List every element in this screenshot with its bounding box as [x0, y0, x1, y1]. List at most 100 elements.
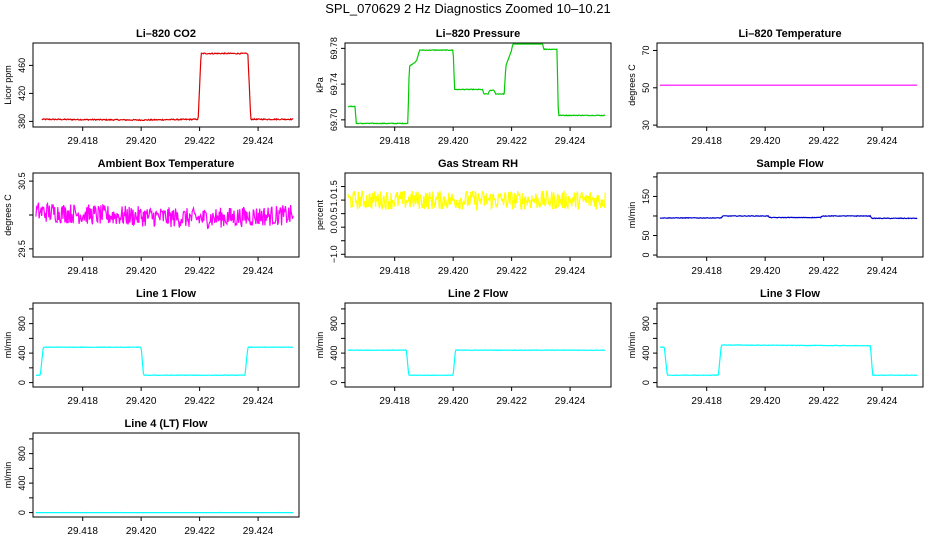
- panel-title: Sample Flow: [756, 158, 824, 170]
- panel-8: Line 2 Flow 29.418 29.420 29.422 29.424 0 400 8…: [315, 288, 612, 407]
- panel-2: Li–820 Pressure 29.418 29.420 29.422 29.424 6…: [315, 28, 612, 147]
- y-tick-label: 30.5: [17, 172, 27, 190]
- plot-frame: [344, 302, 612, 388]
- x-tick-label: 29.424: [243, 396, 274, 407]
- y-tick-label: 0.5: [329, 207, 339, 220]
- panel-3: Li–820 Temperature 29.418 29.420 29.422 29.4…: [627, 28, 924, 147]
- x-tick-label: 29.424: [243, 526, 274, 537]
- x-tick-label: 29.420: [438, 266, 469, 277]
- series-line: [659, 214, 918, 220]
- y-axis-label: degrees C: [627, 64, 637, 106]
- x-tick-label: 29.420: [438, 136, 469, 147]
- y-axis-label: ml/min: [627, 332, 637, 359]
- x-tick-label: 29.424: [243, 266, 274, 277]
- x-tick-label: 29.420: [750, 266, 781, 277]
- panel-title: Line 3 Flow: [760, 288, 820, 300]
- plot-frame: [32, 432, 300, 518]
- x-tick-label: 29.422: [184, 266, 215, 277]
- x-tick-label: 29.422: [808, 266, 839, 277]
- figure-title: SPL_070629 2 Hz Diagnostics Zoomed 10–10…: [325, 1, 611, 16]
- panel-title: Li–820 Pressure: [436, 28, 520, 40]
- y-tick-label: −1.0: [329, 245, 339, 263]
- x-tick-label: 29.422: [808, 396, 839, 407]
- y-tick-label: 69.74: [329, 73, 339, 96]
- plot-frame: [656, 42, 924, 128]
- x-tick-label: 29.418: [379, 136, 410, 147]
- y-axis-label: percent: [315, 199, 325, 230]
- series-line: [41, 52, 294, 122]
- y-tick-label: 400: [641, 346, 651, 361]
- y-tick-label: 0: [641, 253, 651, 258]
- y-tick-label: 50: [641, 231, 651, 241]
- y-tick-label: 400: [329, 346, 339, 361]
- x-tick-label: 29.418: [379, 396, 410, 407]
- x-tick-label: 29.418: [379, 266, 410, 277]
- series-line: [35, 201, 294, 230]
- x-tick-label: 29.422: [496, 266, 527, 277]
- panel-5: Gas Stream RH 29.418 29.420 29.422 29.424 −1.…: [315, 158, 612, 277]
- series-line: [35, 346, 294, 377]
- y-tick-label: 420: [17, 86, 27, 101]
- series-line: [347, 349, 606, 377]
- x-tick-label: 29.420: [750, 396, 781, 407]
- y-tick-label: 150: [641, 189, 651, 204]
- panel-1: Li–820 CO2 29.418 29.420 29.422 29.424 380 420…: [3, 28, 300, 147]
- x-tick-label: 29.418: [67, 526, 98, 537]
- y-tick-label: 30: [641, 120, 651, 130]
- y-tick-label: 70: [641, 45, 651, 55]
- panel-title: Li–820 CO2: [136, 28, 196, 40]
- y-tick-label: 400: [17, 346, 27, 361]
- series-line: [347, 189, 606, 212]
- x-tick-label: 29.422: [496, 396, 527, 407]
- y-tick-label: 1.5: [329, 180, 339, 193]
- plot-frame: [656, 302, 924, 388]
- panel-7: Line 1 Flow 29.418 29.420 29.422 29.424 0 400 8…: [3, 288, 300, 407]
- y-tick-label: 460: [17, 58, 27, 73]
- x-tick-label: 29.418: [691, 396, 722, 407]
- panel-10: Line 4 (LT) Flow 29.418 29.420 29.422 29.424…: [3, 418, 300, 537]
- x-tick-label: 29.422: [184, 136, 215, 147]
- x-tick-label: 29.420: [750, 136, 781, 147]
- x-tick-label: 29.418: [691, 266, 722, 277]
- y-tick-label: 69.70: [329, 109, 339, 132]
- y-axis-label: ml/min: [3, 332, 13, 359]
- panel-title: Li–820 Temperature: [738, 28, 841, 40]
- panel-6: Sample Flow 29.418 29.420 29.422 29.424 0 50 15…: [627, 158, 924, 277]
- x-tick-label: 29.418: [67, 396, 98, 407]
- y-tick-label: 0: [329, 380, 339, 385]
- x-tick-label: 29.422: [808, 136, 839, 147]
- panel-9: Line 3 Flow 29.418 29.420 29.422 29.424 0 400 8…: [627, 288, 924, 407]
- y-tick-label: 400: [17, 476, 27, 491]
- y-tick-label: 800: [641, 316, 651, 331]
- panel-title: Line 2 Flow: [448, 288, 508, 300]
- y-axis-label: ml/min: [627, 202, 637, 229]
- x-tick-label: 29.422: [184, 396, 215, 407]
- y-axis-label: kPa: [315, 77, 325, 93]
- y-tick-label: 29.5: [17, 240, 27, 258]
- series-line: [659, 344, 918, 377]
- x-tick-label: 29.420: [126, 266, 157, 277]
- x-tick-label: 29.420: [126, 526, 157, 537]
- x-tick-label: 29.418: [691, 136, 722, 147]
- x-tick-label: 29.418: [67, 136, 98, 147]
- y-tick-label: 1.0: [329, 194, 339, 207]
- x-tick-label: 29.424: [555, 136, 586, 147]
- x-tick-label: 29.422: [184, 526, 215, 537]
- plot-frame: [344, 42, 612, 128]
- y-tick-label: 69.78: [329, 37, 339, 60]
- y-tick-label: 0.0: [329, 221, 339, 234]
- plot-frame: [656, 172, 924, 258]
- panel-title: Gas Stream RH: [438, 158, 518, 170]
- panel-title: Ambient Box Temperature: [98, 158, 235, 170]
- panel-title: Line 4 (LT) Flow: [125, 418, 208, 430]
- y-axis-label: Licor ppm: [3, 65, 13, 105]
- plot-frame: [344, 172, 612, 258]
- y-tick-label: 0: [17, 380, 27, 385]
- y-tick-label: 380: [17, 114, 27, 129]
- x-tick-label: 29.424: [555, 396, 586, 407]
- x-tick-label: 29.424: [867, 136, 898, 147]
- series-line: [347, 43, 606, 125]
- x-tick-label: 29.422: [496, 136, 527, 147]
- y-tick-label: 800: [329, 316, 339, 331]
